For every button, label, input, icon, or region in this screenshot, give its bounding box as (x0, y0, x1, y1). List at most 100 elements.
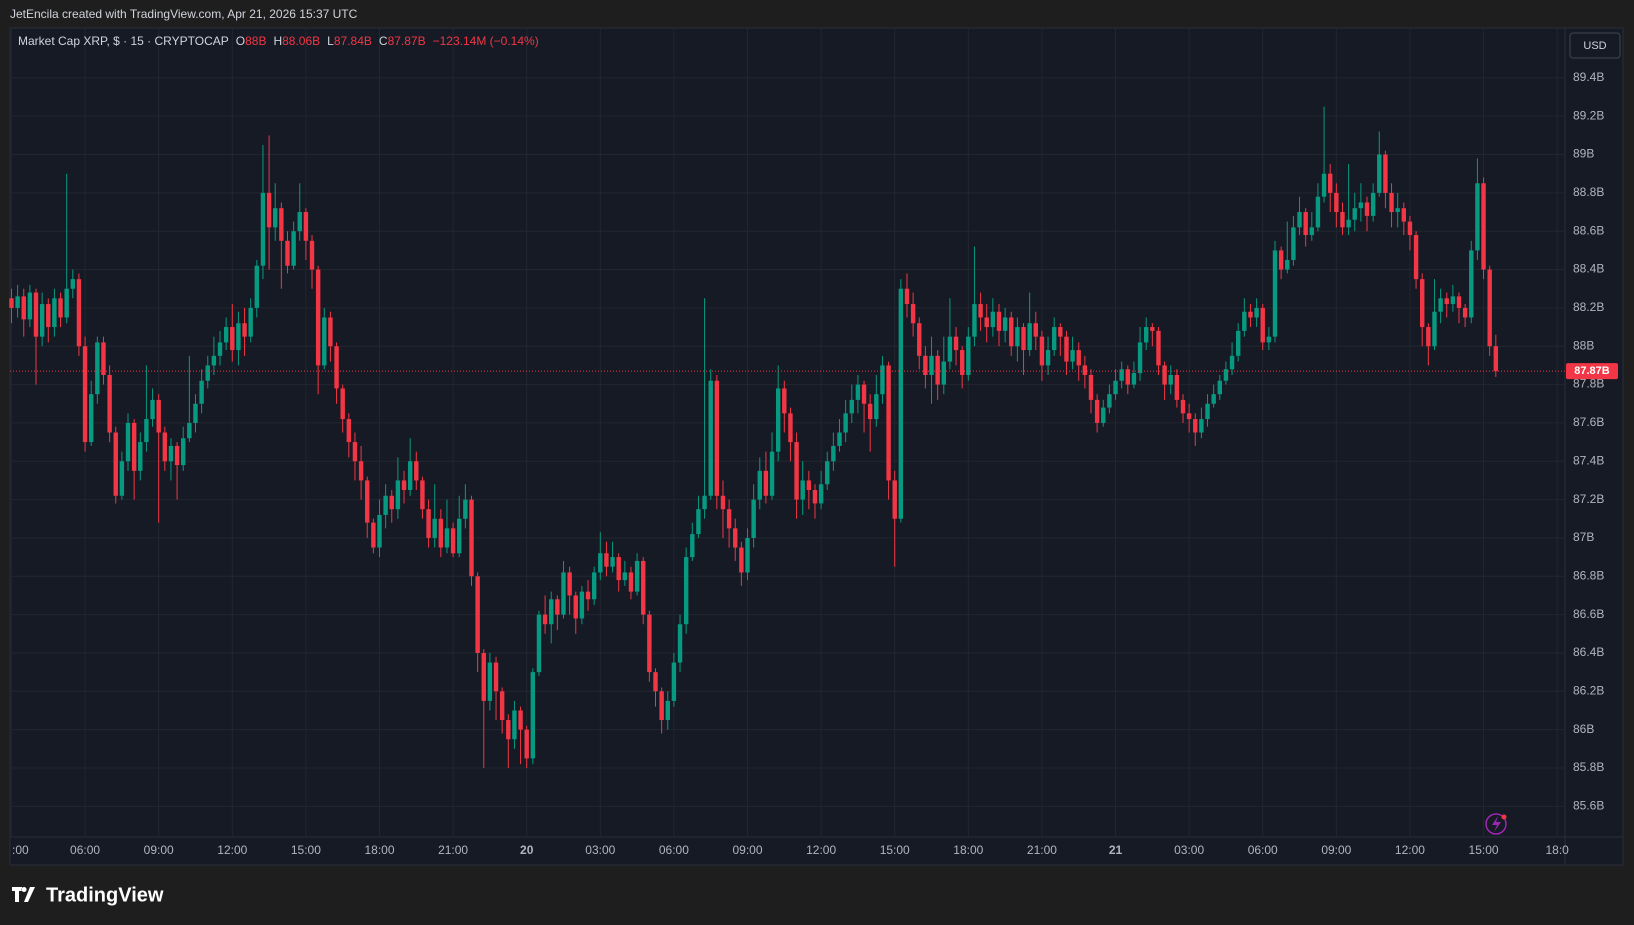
ohlc-key: C (379, 34, 388, 48)
candle-body (217, 342, 223, 356)
candle-body (1119, 369, 1124, 381)
y-tick-label: 88.2B (1573, 300, 1604, 314)
x-tick-label: 12:00 (806, 843, 836, 857)
candle-body (683, 557, 689, 625)
currency-button[interactable] (1569, 32, 1621, 59)
ohlc-key: L (327, 34, 334, 48)
candle-body (929, 355, 934, 375)
candle-body (414, 461, 419, 481)
candle-body (438, 518, 444, 548)
candle-body (205, 365, 210, 381)
candle-body (199, 380, 204, 404)
ohlc-value: 88B (245, 34, 266, 48)
candle-body (1150, 327, 1155, 331)
candle-body (358, 461, 364, 481)
x-tick-label: 12:00 (217, 843, 247, 857)
candle-body (420, 480, 425, 510)
candle-body (1407, 221, 1413, 236)
x-tick-label: 18:00 (953, 843, 983, 857)
candle-body (775, 388, 781, 452)
candle-body (1021, 327, 1026, 351)
candle-body (598, 553, 603, 573)
ohlc-value: 88.06B (282, 34, 320, 48)
candle-body (389, 495, 394, 510)
candle-body (1315, 196, 1321, 228)
candle-body (825, 461, 830, 485)
candle-body (561, 572, 566, 615)
candle-body (573, 595, 578, 619)
candle-body (1223, 369, 1229, 381)
candle-body (493, 662, 499, 692)
candle-body (315, 269, 321, 366)
candle-body (628, 572, 634, 592)
candle-body (273, 208, 278, 228)
candle-body (690, 534, 695, 558)
candle-body (720, 495, 726, 510)
candle-body (917, 323, 922, 356)
x-tick-label: 18:0 (1545, 843, 1569, 857)
candle-body (1352, 208, 1357, 220)
candle-body (1327, 173, 1333, 193)
candle-body (892, 480, 897, 519)
candle-body (518, 710, 523, 730)
candle-body (1450, 296, 1456, 305)
x-tick-label: 15:00 (880, 843, 910, 857)
candle-body (1193, 419, 1198, 433)
currency-label[interactable]: USD (1583, 40, 1606, 52)
candle-body (665, 700, 670, 721)
y-tick-label: 89B (1573, 147, 1594, 161)
candle-body (904, 288, 910, 305)
candle-body (322, 317, 327, 366)
ohlc-key: O (236, 34, 245, 48)
candle-body (131, 422, 137, 471)
y-tick-label: 88.4B (1573, 262, 1604, 276)
candle-body (291, 231, 296, 266)
candle-body (726, 509, 732, 529)
y-tick-label: 89.2B (1573, 108, 1604, 122)
candle-body (923, 355, 928, 375)
y-tick-label: 86B (1573, 722, 1594, 736)
candle-body (843, 413, 848, 433)
candle-body (260, 192, 266, 266)
candle-body (634, 560, 640, 592)
alert-dot[interactable] (1501, 814, 1507, 820)
candle-body (1340, 212, 1345, 228)
axes: 85.6B 85.8B 86B 86.2B 86.4B 86.6B 86.8B 87B 87.2… (12, 70, 1618, 857)
candle-body (512, 710, 517, 740)
candle-body (254, 265, 260, 308)
candle-body (653, 672, 658, 692)
alert-icon[interactable] (1485, 813, 1507, 835)
candle-body (947, 336, 953, 362)
candle-body (107, 374, 112, 433)
candle-body (426, 509, 431, 538)
candle-body (1070, 350, 1075, 362)
candle-body (1493, 346, 1499, 372)
candle-body (187, 422, 192, 439)
candle-body (125, 422, 131, 462)
candle-body (1432, 311, 1437, 347)
alert-bolt[interactable] (1492, 816, 1501, 832)
alert-circle[interactable] (1485, 813, 1507, 835)
x-tick-label: 15:00 (291, 843, 321, 857)
candle-body (898, 288, 904, 519)
candle-body (9, 298, 14, 308)
ohlc-key: H (273, 34, 282, 48)
candle-body (1015, 327, 1020, 347)
candle-body (174, 445, 180, 466)
candle-body (377, 514, 382, 548)
candle-body (849, 399, 854, 414)
candle-body (242, 323, 247, 337)
y-tick-label: 88B (1573, 338, 1594, 352)
candle-body (334, 346, 339, 389)
candle-body (113, 432, 118, 496)
candle-body (867, 403, 873, 420)
candle-body (1143, 327, 1149, 343)
candle-body (677, 624, 683, 663)
candle-body (604, 553, 609, 567)
x-tick-label: 15:00 (1469, 843, 1499, 857)
candle-body (1088, 374, 1094, 400)
candle-body (1199, 419, 1204, 433)
candle-body (1260, 307, 1265, 343)
candle-body (530, 672, 536, 759)
